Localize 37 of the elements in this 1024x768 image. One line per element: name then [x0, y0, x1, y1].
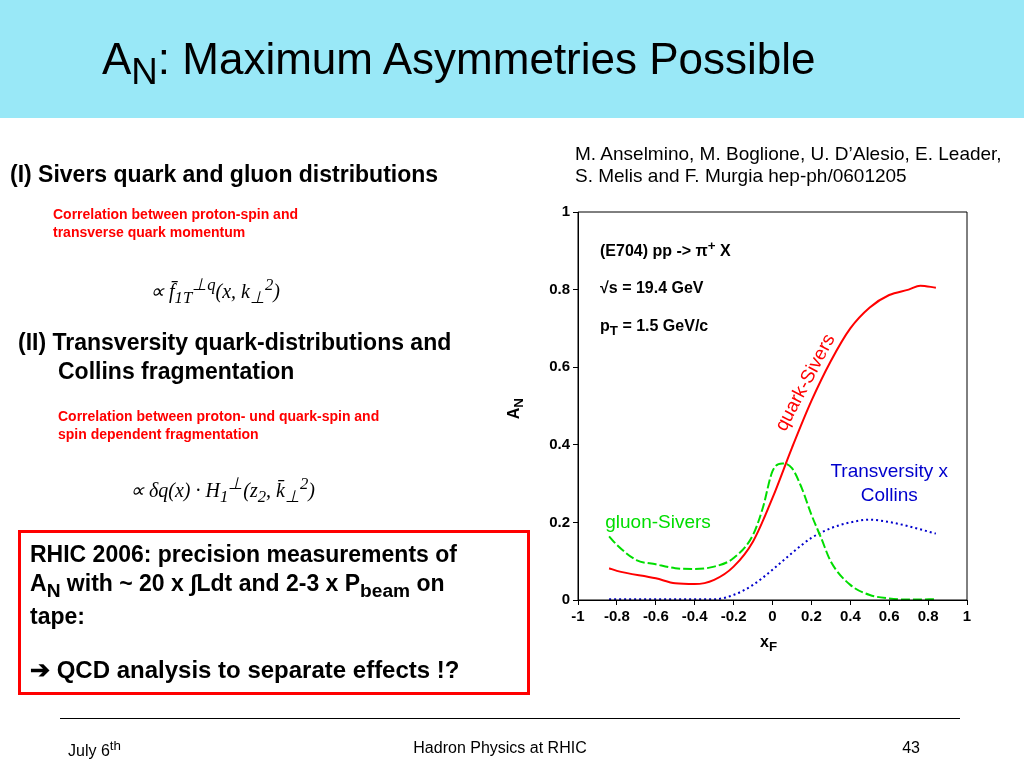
line-series [608, 462, 937, 600]
y-tick-label: 0.4 [549, 434, 571, 452]
text: (II) Transversity quark-distributions and Collins fragmentation [18, 328, 453, 386]
text: ➔ QCD analysis to separate effects !? [30, 655, 461, 685]
text: M. Anselmino, M. Boglione, U. D’Alesio, E. Leader, S. Melis and F. Murgia hep-ph/0601205 [575, 143, 1003, 187]
text: Correlation between proton- und quark-spin and spin dependent fragmentation [58, 408, 381, 443]
y-tick-label: 1 [561, 202, 570, 220]
text: ∝ δq(x) · H$_{1}$$^{⊥}$(z$_{2}$, k̄$_{⊥}$$^{2}$) [130, 474, 315, 506]
x-tick-label: 0.8 [917, 607, 939, 625]
x-tick-label: -0.6 [642, 607, 669, 625]
x-tick-label: -0.2 [720, 607, 747, 625]
x-tick-label: 0 [768, 607, 777, 625]
text: Correlation between proton-spin and transverse quark momentum [53, 206, 299, 241]
x-axis-title: x$_{F}$ [760, 633, 778, 655]
x-tick-label: 0.6 [878, 607, 900, 625]
annotation: p$_{T}$ = 1.5 GeV/c [600, 317, 709, 339]
series-label: Transversity x Collins [830, 459, 949, 505]
y-tick-label: 0.2 [549, 512, 570, 530]
x-tick-label: -0.4 [681, 607, 709, 625]
text: (I) Sivers quark and gluon distributions [10, 160, 440, 189]
y-tick-label: 0.8 [549, 279, 570, 297]
text: RHIC 2006: precision measurements of A$_{N}$ with ~ 20 x ∫Ldt and 2-3 x P$_{beam}$ on tape: [30, 541, 457, 630]
y-tick-label: 0 [561, 590, 570, 608]
x-tick-label: -0.8 [603, 607, 630, 625]
text: ∝ f̄$_{1T}$$^{⊥q}$(x, k$_{⊥}$$^{2}$) [150, 275, 281, 309]
annotation: √s = 19.4 GeV [600, 278, 705, 298]
text: Hadron Physics at RHIC [412, 738, 588, 758]
x-tick-label: 0.4 [839, 607, 862, 625]
text: July 6$^{th}$ [68, 738, 122, 762]
chart-title: A$_{N}$: Maximum Asymmetries Possible [102, 34, 816, 93]
x-tick-label: 0.2 [800, 607, 822, 625]
text: 43 [901, 738, 920, 758]
series-label: gluon-Sivers [605, 510, 711, 532]
annotation: (E704) pp -> π$^{+}$ X [600, 238, 732, 262]
x-tick-label: 1 [962, 607, 972, 625]
x-tick-label: -1 [571, 607, 585, 625]
y-tick-label: 0.6 [549, 357, 570, 375]
